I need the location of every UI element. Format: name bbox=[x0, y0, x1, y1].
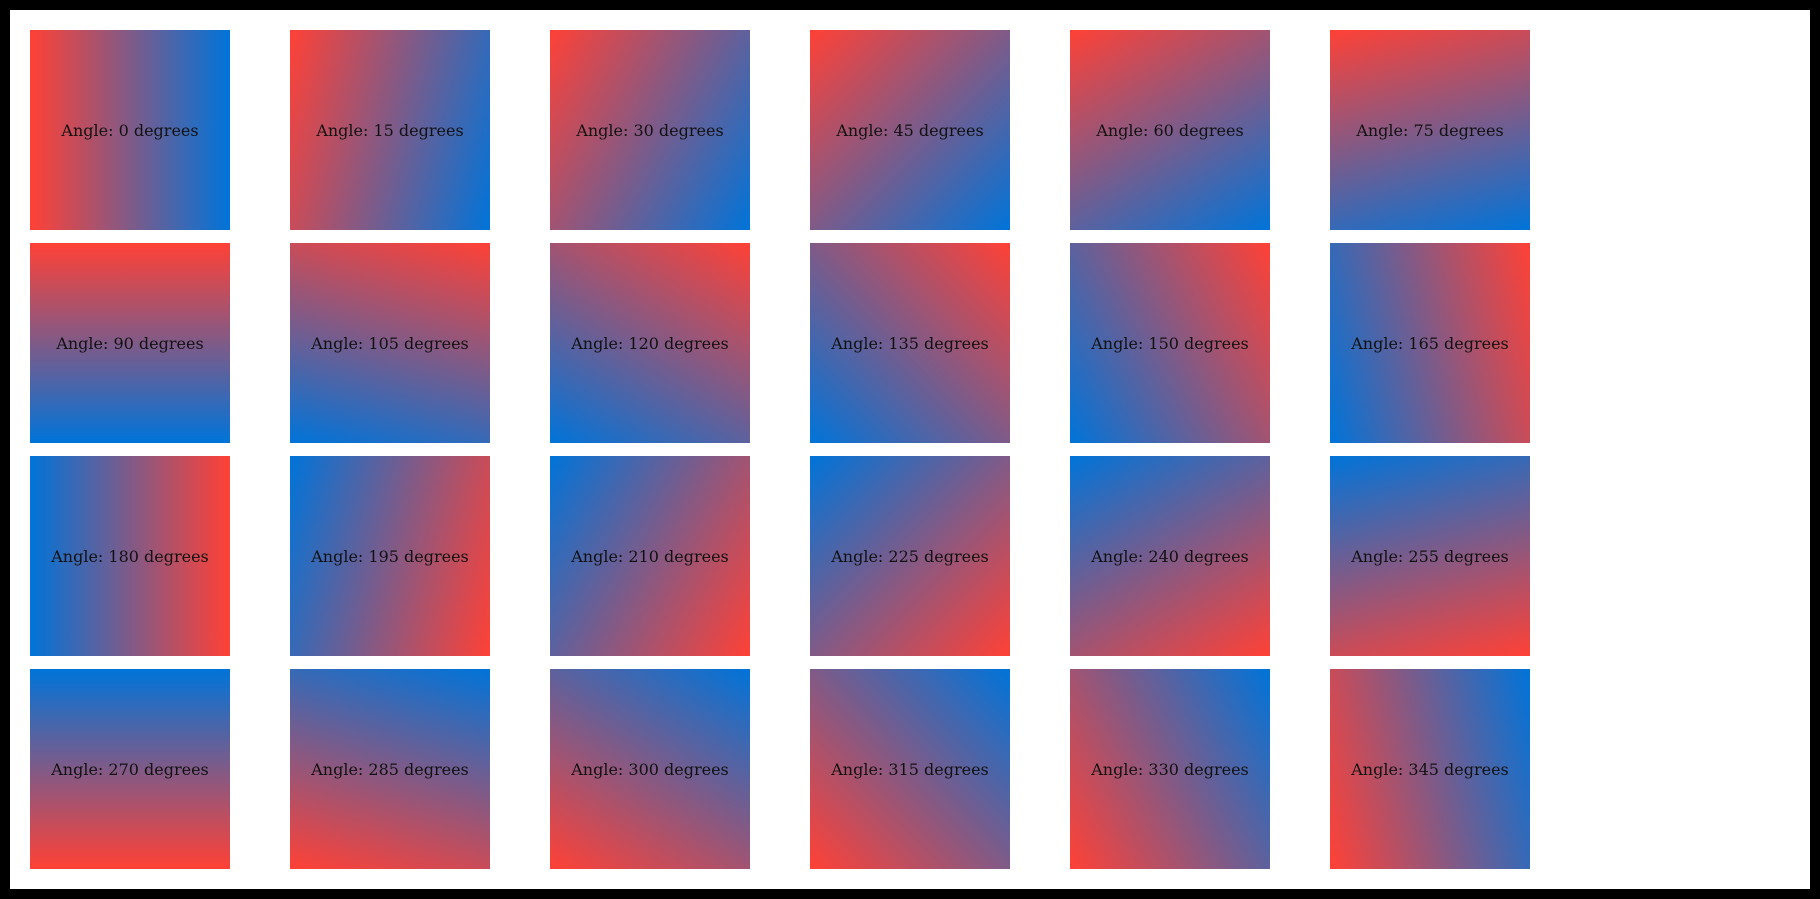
tile-label: Angle: 75 degrees bbox=[1356, 120, 1504, 140]
gradient-tile: Angle: 270 degrees bbox=[30, 669, 230, 869]
page: Angle: 0 degrees Angle: 15 degrees Angle: … bbox=[10, 10, 1810, 889]
gradient-grid: Angle: 0 degrees Angle: 15 degrees Angle: … bbox=[30, 30, 1530, 869]
tile-label: Angle: 315 degrees bbox=[831, 759, 989, 779]
gradient-tile: Angle: 135 degrees bbox=[810, 243, 1010, 443]
gradient-tile: Angle: 240 degrees bbox=[1070, 456, 1270, 656]
tile-label: Angle: 120 degrees bbox=[571, 333, 729, 353]
tile-label: Angle: 60 degrees bbox=[1096, 120, 1244, 140]
tile-label: Angle: 105 degrees bbox=[311, 333, 469, 353]
tile-label: Angle: 345 degrees bbox=[1351, 759, 1509, 779]
tile-label: Angle: 240 degrees bbox=[1091, 546, 1249, 566]
tile-label: Angle: 330 degrees bbox=[1091, 759, 1249, 779]
tile-label: Angle: 165 degrees bbox=[1351, 333, 1509, 353]
tile-label: Angle: 210 degrees bbox=[571, 546, 729, 566]
tile-label: Angle: 90 degrees bbox=[56, 333, 204, 353]
gradient-tile: Angle: 150 degrees bbox=[1070, 243, 1270, 443]
gradient-tile: Angle: 195 degrees bbox=[290, 456, 490, 656]
tile-label: Angle: 300 degrees bbox=[571, 759, 729, 779]
tile-label: Angle: 195 degrees bbox=[311, 546, 469, 566]
gradient-tile: Angle: 300 degrees bbox=[550, 669, 750, 869]
tile-label: Angle: 135 degrees bbox=[831, 333, 989, 353]
gradient-tile: Angle: 45 degrees bbox=[810, 30, 1010, 230]
gradient-tile: Angle: 255 degrees bbox=[1330, 456, 1530, 656]
tile-label: Angle: 225 degrees bbox=[831, 546, 989, 566]
tile-label: Angle: 0 degrees bbox=[61, 120, 199, 140]
gradient-tile: Angle: 90 degrees bbox=[30, 243, 230, 443]
gradient-tile: Angle: 15 degrees bbox=[290, 30, 490, 230]
gradient-tile: Angle: 345 degrees bbox=[1330, 669, 1530, 869]
gradient-tile: Angle: 165 degrees bbox=[1330, 243, 1530, 443]
gradient-tile: Angle: 210 degrees bbox=[550, 456, 750, 656]
gradient-tile: Angle: 0 degrees bbox=[30, 30, 230, 230]
tile-label: Angle: 150 degrees bbox=[1091, 333, 1249, 353]
tile-label: Angle: 15 degrees bbox=[316, 120, 464, 140]
tile-label: Angle: 45 degrees bbox=[836, 120, 984, 140]
gradient-tile: Angle: 330 degrees bbox=[1070, 669, 1270, 869]
gradient-tile: Angle: 30 degrees bbox=[550, 30, 750, 230]
gradient-tile: Angle: 75 degrees bbox=[1330, 30, 1530, 230]
tile-label: Angle: 270 degrees bbox=[51, 759, 209, 779]
gradient-tile: Angle: 60 degrees bbox=[1070, 30, 1270, 230]
tile-label: Angle: 285 degrees bbox=[311, 759, 469, 779]
gradient-tile: Angle: 315 degrees bbox=[810, 669, 1010, 869]
gradient-tile: Angle: 120 degrees bbox=[550, 243, 750, 443]
gradient-tile: Angle: 285 degrees bbox=[290, 669, 490, 869]
gradient-tile: Angle: 225 degrees bbox=[810, 456, 1010, 656]
gradient-tile: Angle: 180 degrees bbox=[30, 456, 230, 656]
tile-label: Angle: 255 degrees bbox=[1351, 546, 1509, 566]
gradient-tile: Angle: 105 degrees bbox=[290, 243, 490, 443]
tile-label: Angle: 180 degrees bbox=[51, 546, 209, 566]
tile-label: Angle: 30 degrees bbox=[576, 120, 724, 140]
